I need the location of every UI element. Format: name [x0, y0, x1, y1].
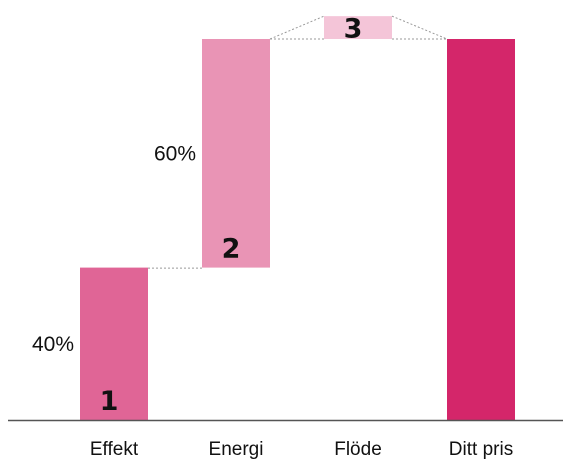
x-tick-label: Flöde: [334, 439, 382, 460]
connector-line: [391, 15, 448, 40]
x-tick-label: Energi: [209, 439, 264, 460]
bar-energi: [202, 39, 270, 268]
bar-effekt: [80, 267, 148, 420]
step-number-label: 1: [100, 386, 119, 417]
labels-group: Effekt 1 40% Energi 2 60% Flöde 3 Ditt pris: [32, 14, 513, 460]
bar-fl-de: [324, 16, 392, 39]
bars-group: [80, 16, 515, 420]
step-number-label: 3: [344, 14, 363, 45]
percentage-label: 40%: [32, 333, 74, 356]
x-tick-label: Effekt: [90, 439, 139, 460]
step-number-label: 2: [222, 234, 241, 265]
connector-lines: [148, 15, 448, 269]
connector-line: [269, 15, 325, 40]
percentage-label: 60%: [154, 142, 196, 165]
bar-ditt-pris: [447, 39, 515, 420]
x-tick-label: Ditt pris: [449, 439, 513, 460]
